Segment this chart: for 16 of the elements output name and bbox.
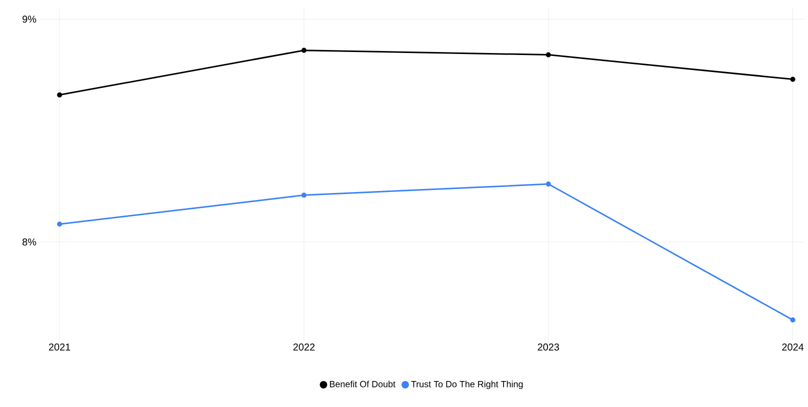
point <box>546 52 551 58</box>
legend-label: Benefit Of Doubt <box>330 380 396 388</box>
point <box>57 222 62 227</box>
point <box>57 92 62 98</box>
x-tick-label: 2023 <box>538 344 560 351</box>
point <box>790 76 796 82</box>
x-tick-label: 2021 <box>48 344 70 351</box>
y-tick-label: 9% <box>22 16 36 23</box>
point <box>790 317 796 322</box>
point <box>301 48 307 53</box>
x-tick-label: 2024 <box>782 344 804 351</box>
legend-label: Trust To Do The Right Thing <box>411 380 523 390</box>
point <box>301 192 307 198</box>
point <box>546 181 551 187</box>
x-tick-label: 2022 <box>293 344 315 351</box>
y-tick-label: 8% <box>22 238 36 246</box>
